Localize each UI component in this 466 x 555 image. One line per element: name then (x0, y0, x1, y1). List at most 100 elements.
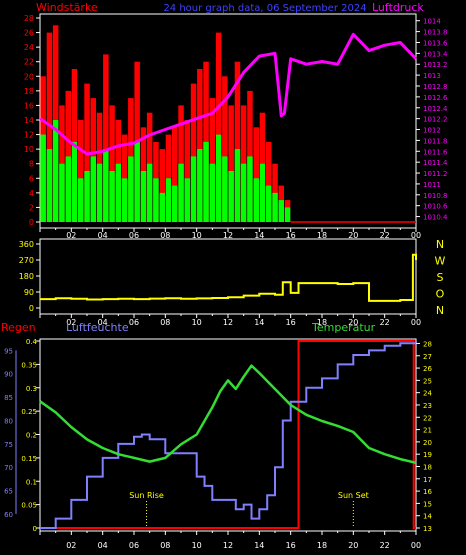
wind-y-tick-label: 6 (29, 174, 34, 183)
temperature-line (39, 364, 417, 465)
wind-gust-bar (184, 120, 190, 222)
wind-average-bar (178, 163, 184, 222)
wind-gust-bar (209, 98, 216, 222)
wind-gust-bar (234, 61, 241, 223)
pressure-y-tick-label: 1013.4 (423, 50, 448, 58)
pressure-title: Luftdruck (372, 1, 424, 14)
wind-average-bar (234, 149, 241, 222)
wind-gust-bar (190, 83, 197, 222)
wind-gust-bar (266, 141, 272, 222)
wind-average-bar (259, 163, 266, 222)
wind-y-tick-label: 16 (24, 101, 34, 110)
x-tick-label: 20 (348, 541, 358, 550)
pressure-series (39, 32, 418, 156)
direction-panel-frame (39, 238, 417, 315)
wind-average-bar (115, 163, 122, 222)
wind-average-bar (90, 156, 96, 222)
pressure-y-tick-label: 1012.8 (423, 83, 448, 91)
x-tick-label: 06 (129, 541, 139, 550)
temperature-y-tick-label: 20 (423, 439, 432, 447)
pressure-y-tick-label: 1011.2 (423, 170, 448, 178)
x-tick-label: 18 (317, 318, 327, 327)
pressure-y-tick-label: 1010.8 (423, 192, 448, 200)
x-tick-label: 16 (286, 541, 296, 550)
wind-average-bar (159, 192, 165, 222)
wind-average-bar (209, 163, 216, 222)
direction-y-tick-label: 90 (24, 288, 34, 297)
sun-marker-label: Sun Set (338, 491, 369, 500)
compass-label: S (437, 271, 444, 284)
x-tick-label: 00 (411, 231, 421, 240)
pressure-y-tick-label: 1011.8 (423, 137, 448, 145)
temperature-series (39, 364, 417, 465)
x-tick-label: 12 (223, 318, 233, 327)
x-tick-label: 02 (66, 318, 76, 327)
wind-gust-bar (172, 127, 178, 222)
wind-average-bar (146, 163, 153, 222)
wind-y-tick-label: 20 (24, 72, 34, 81)
wind-average-bar (272, 192, 278, 222)
x-tick-label: 20 (348, 231, 358, 240)
x-tick-label: 10 (192, 541, 202, 550)
wind-y-tick-label: 12 (24, 131, 34, 140)
temperature-y-tick-label: 19 (423, 451, 432, 459)
pressure-y-tick-label: 1013 (423, 72, 441, 80)
rain-panel-frame (39, 338, 417, 532)
rain-y-tick-label: 0.3 (26, 385, 37, 393)
wind-gust-bar (222, 76, 228, 222)
wind-y-tick-label: 14 (24, 116, 34, 125)
rain-series (40, 340, 416, 529)
humidity-line (40, 341, 417, 529)
wind-average-bar (153, 178, 159, 222)
direction-y-tick-label: 180 (19, 272, 34, 281)
x-tick-label: 00 (411, 318, 421, 327)
wind-average-bar (71, 141, 78, 222)
wind-bars (40, 25, 416, 223)
direction-y-tick-label: 0 (29, 304, 34, 313)
pressure-y-tick-label: 1012.6 (423, 94, 448, 102)
wind-gust-bar (253, 127, 259, 222)
wind-average-bar (128, 156, 134, 222)
pressure-y-tick-label: 1014 (423, 18, 441, 26)
wind-gust-bar (228, 105, 234, 222)
x-tick-label: 14 (254, 231, 264, 240)
wind-gust-bar (46, 32, 53, 222)
sun-annotations: Sun Rise Sun Set (129, 491, 369, 528)
pressure-y-tick-label: 1012.4 (423, 105, 448, 113)
humidity-y-tick-label: 80 (4, 418, 13, 426)
wind-average-bar (253, 178, 259, 222)
temperature-y-tick-label: 13 (423, 525, 432, 533)
wind-average-bar (266, 185, 272, 222)
wind-average-bar (65, 156, 71, 222)
wind-y-tick-label: 8 (29, 160, 34, 169)
x-tick-label: 16 (286, 231, 296, 240)
x-tick-label: 18 (317, 541, 327, 550)
wind-average-bar (172, 185, 178, 222)
pressure-y-tick-label: 1010.4 (423, 214, 448, 222)
humidity-y-tick-label: 70 (4, 464, 13, 472)
wind-average-bar (240, 163, 247, 222)
temperature-y-tick-label: 21 (423, 427, 432, 435)
wind-y-tick-label: 4 (29, 189, 34, 198)
wind-average-bar (228, 171, 234, 222)
temperature-y-tick-label: 26 (423, 365, 432, 373)
wind-gust-bar (197, 69, 203, 222)
pressure-y-tick-label: 1013.6 (423, 40, 448, 48)
humidity-series (40, 341, 417, 529)
rain-y-tick-label: 0 (33, 525, 37, 533)
x-tick-label: 02 (66, 231, 76, 240)
wind-gust-bar (109, 105, 115, 222)
x-tick-label: 14 (254, 318, 264, 327)
pressure-line (39, 32, 418, 156)
humidity-y-tick-label: 90 (4, 371, 13, 379)
humidity-y-tick-label: 75 (4, 441, 13, 449)
rain-y-tick-label: 0.15 (21, 455, 37, 463)
x-tick-label: 12 (223, 541, 233, 550)
temperature-y-tick-label: 16 (423, 488, 432, 496)
wind-average-bar (84, 171, 90, 222)
x-tick-label: 16 (286, 318, 296, 327)
direction-y-tick-label: 270 (19, 256, 34, 265)
wind-gust-bar (203, 61, 209, 223)
wind-average-bar (103, 149, 109, 222)
